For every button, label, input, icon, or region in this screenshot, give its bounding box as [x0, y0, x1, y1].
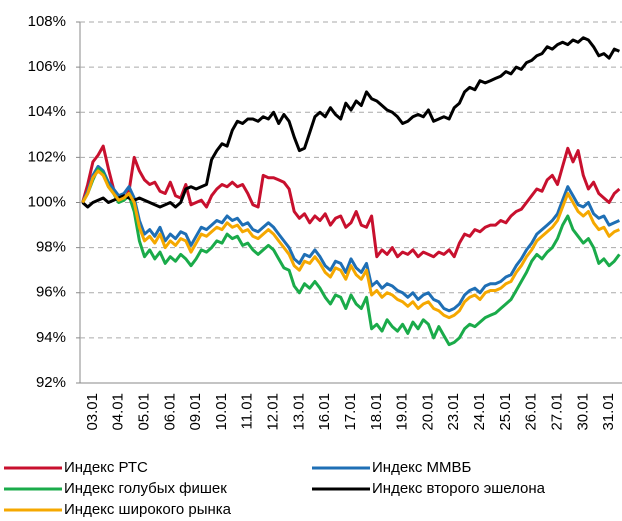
- series-line: [81, 36, 620, 209]
- x-tick-label: 18.01: [368, 393, 385, 431]
- legend-label: Индекс голубых фишек: [64, 480, 227, 497]
- y-tick-label: 106%: [28, 58, 66, 75]
- y-tick-label: 96%: [36, 284, 66, 301]
- x-tick-label: 17.01: [342, 393, 359, 431]
- series-line: [81, 169, 620, 320]
- y-tick-label: 104%: [28, 103, 66, 120]
- x-tick-label: 06.01: [161, 393, 178, 431]
- y-tick-label: 100%: [28, 193, 66, 210]
- x-tick-label: 19.01: [394, 393, 411, 431]
- x-tick-label: 05.01: [135, 393, 152, 431]
- y-tick-label: 108%: [28, 13, 66, 30]
- x-tick-label: 09.01: [187, 393, 204, 431]
- x-tick-label: 25.01: [497, 393, 514, 431]
- x-tick-label: 31.01: [600, 393, 617, 431]
- x-tick-label: 11.01: [239, 393, 256, 429]
- legend-label: Индекс ММВБ: [372, 459, 472, 476]
- x-tick-label: 16.01: [316, 393, 333, 431]
- x-tick-label: 23.01: [445, 393, 462, 431]
- legend-label: Индекс второго эшелона: [372, 480, 546, 497]
- series-line: [81, 144, 621, 259]
- x-tick-label: 04.01: [110, 393, 127, 431]
- x-tick-label: 03.01: [84, 393, 101, 431]
- x-tick-label: 27.01: [548, 393, 565, 431]
- x-tick-label: 20.01: [419, 393, 436, 431]
- y-tick-label: 98%: [36, 239, 66, 256]
- legend-label: Индекс широкого рынка: [64, 501, 232, 518]
- x-tick-label: 30.01: [574, 393, 591, 431]
- legend-label: Индекс РТС: [64, 459, 148, 476]
- x-tick-label: 24.01: [471, 393, 488, 431]
- y-tick-label: 102%: [28, 148, 66, 165]
- series-line: [81, 167, 621, 347]
- y-tick-label: 92%: [36, 374, 66, 391]
- x-tick-label: 26.01: [523, 393, 540, 431]
- x-tick-label: 13.01: [290, 393, 307, 431]
- y-tick-label: 94%: [36, 329, 66, 346]
- x-tick-label: 10.01: [213, 393, 230, 431]
- x-tick-label: 12.01: [265, 393, 282, 431]
- series-line: [81, 164, 621, 313]
